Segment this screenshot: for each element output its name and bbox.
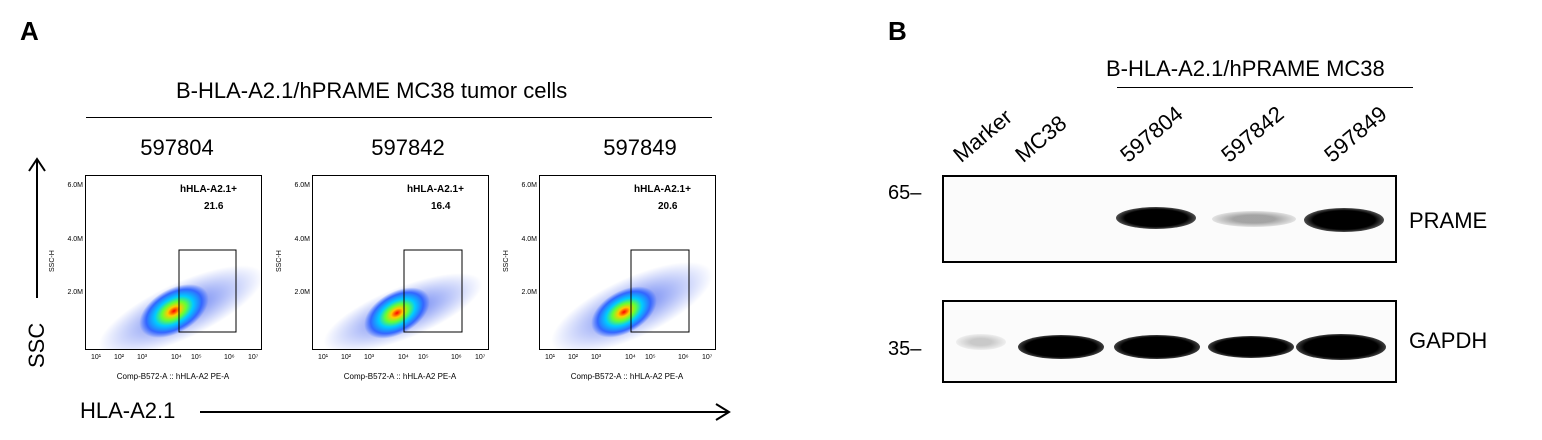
xtick: 10¹ [318,354,329,361]
ytick-4m: 4.0M [67,236,83,243]
gate-label: hHLA-A2.1+ [634,184,691,195]
mw-marker-65: 65– [888,182,922,204]
xtick: 10⁵ [645,354,656,361]
lane-label-marker: Marker [948,104,1017,168]
plot-y-label: SSC-H [276,250,283,272]
xtick: 10² [341,354,352,361]
panel-b-title: B-HLA-A2.1/hPRAME MC38 [1106,56,1385,81]
ytick-6m: 6.0M [294,182,310,189]
protein-label-prame: PRAME [1409,208,1488,233]
panel-a-title: B-HLA-A2.1/hPRAME MC38 tumor cells [176,78,568,103]
xtick: 10⁷ [248,354,259,361]
xtick: 10¹ [91,354,102,361]
ytick-6m: 6.0M [67,182,83,189]
plot-x-label: Comp-B572-A :: hHLA-A2 PE-A [116,372,230,381]
plot-x-label: Comp-B572-A :: hHLA-A2 PE-A [570,372,684,381]
xtick: 10⁷ [702,354,713,361]
ytick-2m: 2.0M [521,289,537,296]
gate-value: 16.4 [431,201,451,212]
ytick-6m: 6.0M [521,182,537,189]
gate-label: hHLA-A2.1+ [407,184,464,195]
gapdh-blot [942,300,1397,383]
prame-band-597804 [1116,207,1196,229]
prame-band-597849 [1304,208,1384,232]
gapdh-band-597804 [1114,335,1200,359]
gapdh-band-marker [956,334,1006,350]
xtick: 10⁶ [451,354,462,361]
prame-band-597842 [1212,211,1296,227]
xtick: 10⁵ [418,354,429,361]
xtick: 10² [568,354,579,361]
flow-plot-2: 6.0M 4.0M 2.0M SSC-H [276,172,492,387]
xtick: 10³ [137,354,148,361]
panel-a-letter: A [20,16,39,46]
gapdh-band-mc38 [1018,335,1104,359]
xtick: 10² [114,354,125,361]
xtick: 10⁴ [625,354,636,361]
plot-area: hHLA-A2.1+ 20.6 [539,175,716,350]
protein-label-gapdh: GAPDH [1409,328,1488,353]
ssc-axis-label: SSC [24,322,49,368]
ytick-4m: 4.0M [521,236,537,243]
panel-b-title-underline [1117,87,1413,88]
gate-value: 20.6 [658,201,678,212]
xtick: 10⁶ [678,354,689,361]
sample-title-2: 597842 [371,135,445,160]
plot-y-label: SSC-H [503,250,510,272]
lane-label-597849: 597849 [1319,100,1392,168]
ytick-4m: 4.0M [294,236,310,243]
gate-value: 21.6 [204,201,224,212]
xtick: 10¹ [545,354,556,361]
xtick: 10⁷ [475,354,486,361]
ytick-2m: 2.0M [294,289,310,296]
prame-blot [942,175,1397,263]
flow-plot-3: 6.0M 4.0M 2.0M SSC-H [503,172,719,387]
plot-y-label: SSC-H [49,250,56,272]
lane-label-mc38: MC38 [1010,110,1072,168]
flow-plot-1: 6.0M 4.0M 2.0M SSC-H [49,172,265,387]
sample-title-1: 597804 [140,135,214,160]
panel-a-title-underline [86,117,712,118]
panel-b-letter: B [888,16,907,46]
gapdh-band-597842 [1208,336,1294,358]
mw-marker-35: 35– [888,338,922,360]
xtick: 10³ [591,354,602,361]
gapdh-band-597849 [1296,334,1386,360]
plot-area: hHLA-A2.1+ 16.4 [312,175,489,350]
lane-label-597842: 597842 [1216,100,1289,168]
xtick: 10⁴ [171,354,182,361]
ytick-2m: 2.0M [67,289,83,296]
plot-x-label: Comp-B572-A :: hHLA-A2 PE-A [343,372,457,381]
plot-area: hHLA-A2.1+ 21.6 [85,175,262,350]
gate-label: hHLA-A2.1+ [180,184,237,195]
hla-axis-arrow [200,403,731,421]
lane-label-597804: 597804 [1115,100,1188,168]
ssc-axis-arrow [28,157,46,298]
sample-title-3: 597849 [603,135,677,160]
xtick: 10⁴ [398,354,409,361]
hla-axis-label: HLA-A2.1 [80,398,176,423]
xtick: 10³ [364,354,375,361]
xtick: 10⁶ [224,354,235,361]
xtick: 10⁵ [191,354,202,361]
